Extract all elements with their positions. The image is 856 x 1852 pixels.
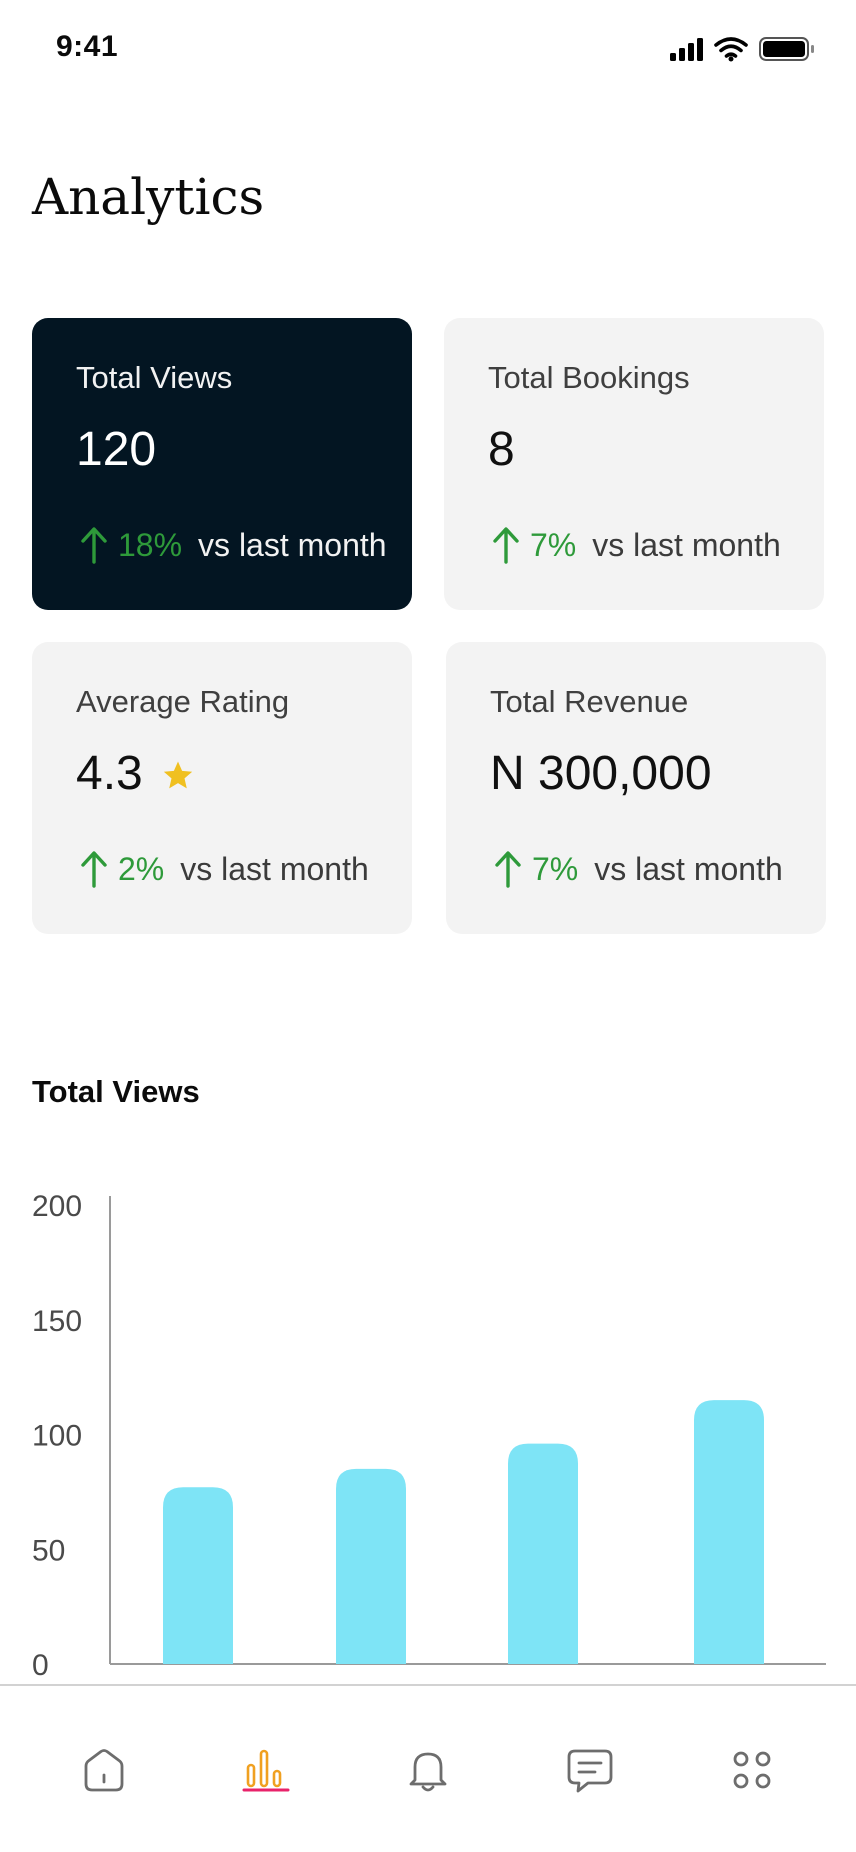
more-apps-icon [733,1751,771,1789]
arrow-up-icon [81,851,107,888]
stat-card-label: Average Rating [76,684,290,719]
change-percent: 2% [118,850,165,887]
status-time: 9:41 [56,30,119,63]
nav-home[interactable] [74,1740,134,1800]
stat-card-total-bookings[interactable]: Total Bookings 8 7% vs last month [444,318,824,610]
change-text: vs last month [592,526,781,563]
bar-3[interactable] [508,1443,578,1664]
bar-2[interactable] [336,1468,406,1664]
change-text: vs last month [594,850,783,887]
nav-analytics[interactable] [236,1740,296,1800]
bar-1[interactable] [163,1487,233,1664]
stat-card-total-revenue[interactable]: Total Revenue N 300,000 7% vs last month [446,642,826,934]
stat-card-label: Total Bookings [488,360,690,395]
battery-icon [759,37,814,61]
chat-icon [567,1749,613,1793]
home-icon [84,1749,124,1792]
stat-card-label: Total Revenue [490,684,689,719]
stat-card-value: 120 [76,423,157,476]
y-tick-label: 50 [32,1534,65,1567]
change-text: vs last month [198,526,387,563]
change-text: vs last month [180,850,369,887]
stat-card-total-views[interactable]: Total Views 120 18% vs last month [32,318,412,610]
chart-bars [163,1400,764,1664]
stat-card-label: Total Views [76,360,233,395]
nav-messages[interactable] [560,1740,620,1800]
chart-title: Total Views [32,1074,200,1109]
arrow-up-icon [81,527,107,564]
bottom-nav-divider [0,1684,856,1686]
y-tick-label: 150 [32,1305,82,1338]
change-percent: 7% [532,850,579,887]
y-tick-label: 0 [32,1649,49,1680]
bell-icon [409,1752,447,1792]
bar-4[interactable] [694,1400,764,1664]
stat-card-change: 7% vs last month [494,850,783,888]
y-tick-label: 200 [32,1190,82,1223]
stat-card-value: 4.3 [76,747,143,800]
y-axis-ticks: 200 150 100 50 0 [32,1190,82,1680]
stat-card-average-rating[interactable]: Average Rating 4.3 2% vs last month [32,642,412,934]
star-icon [163,761,192,788]
y-tick-label: 100 [32,1420,82,1453]
total-views-bar-chart: 200 150 100 50 0 [32,1190,826,1680]
page-title: Analytics [32,168,265,226]
stat-card-change: 7% vs last month [492,526,781,564]
stat-card-value: 8 [488,423,515,476]
status-icons [670,37,814,62]
nav-notifications[interactable] [398,1740,458,1800]
stat-card-change: 2% vs last month [80,850,369,888]
analytics-icon [242,1749,290,1792]
arrow-up-icon [495,851,521,888]
signal-icon [670,38,703,61]
change-percent: 18% [118,526,183,563]
wifi-icon [714,37,748,58]
change-percent: 7% [530,526,577,563]
nav-more[interactable] [722,1740,782,1800]
stat-card-value-row: 4.3 [76,746,195,801]
stat-card-value: N 300,000 [490,747,712,800]
arrow-up-icon [493,527,519,564]
stat-card-change: 18% vs last month [80,526,387,564]
